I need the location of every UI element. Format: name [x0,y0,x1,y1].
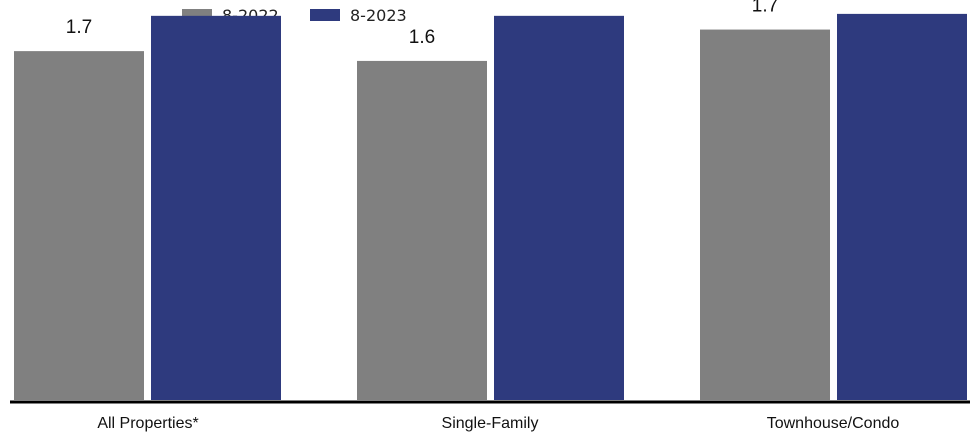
data-label-8-2022-1: 1.6 [409,27,435,48]
bar-8-2022-1 [357,60,487,401]
bars-group [14,13,967,401]
data-label-8-2023-2: 1.8 [889,0,915,1]
bar-8-2023-0 [151,15,281,401]
legend-label-8-2023: 8-2023 [350,6,407,25]
bar-8-2023-2 [837,13,967,400]
category-labels-group: All Properties* Single-Family Townhouse/… [97,415,899,432]
category-label-all-properties: All Properties* [97,415,198,432]
data-label-8-2023-1: 1.8 [546,0,572,3]
data-labels-group: 1.7 1.8 1.6 1.8 1.7 1.8 [66,0,915,48]
bar-8-2022-0 [14,51,144,401]
legend-swatch-8-2023 [310,9,340,21]
bar-8-2022-2 [700,29,830,401]
data-label-8-2022-0: 1.7 [66,17,92,38]
category-label-single-family: Single-Family [442,415,539,432]
data-label-8-2023-0: 1.8 [203,0,229,3]
data-label-8-2022-2: 1.7 [752,0,778,17]
bar-8-2023-1 [494,15,624,401]
category-label-townhouse-condo: Townhouse/Condo [767,415,900,432]
